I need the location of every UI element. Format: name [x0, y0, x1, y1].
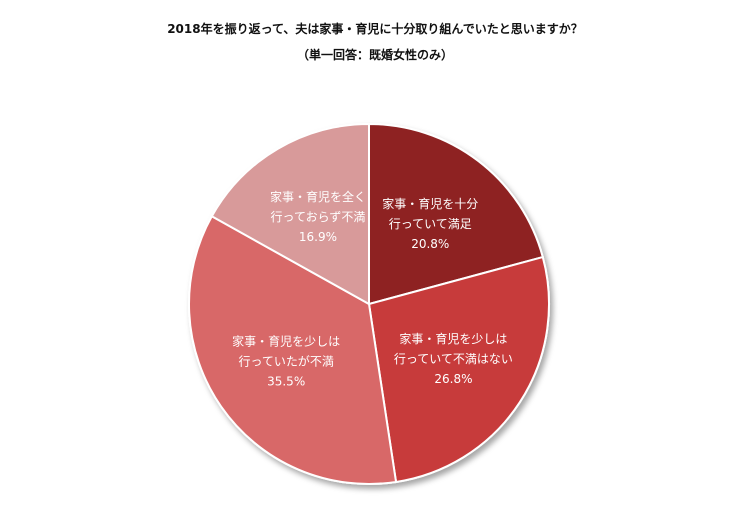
slice-category-label-4: 行っておらず不満: [271, 210, 366, 224]
slice-value-label-1: 20.8%: [411, 237, 449, 251]
slice-category-label-3: 行っていたが不満: [238, 353, 333, 368]
pie-slice-3: [188, 214, 398, 485]
slice-category-label-4: 家事・育児を全く: [270, 189, 366, 204]
slice-category-label-1: 家事・育児を十分: [382, 196, 478, 211]
slice-value-label-3: 35.5%: [267, 374, 305, 388]
pie-slice-4: [210, 122, 370, 306]
chart-subtitle: （単一回答：既婚女性のみ）: [296, 48, 453, 62]
slice-value-label-2: 26.8%: [434, 372, 472, 386]
slice-value-label-4: 16.9%: [299, 230, 337, 244]
slice-category-label-2: 家事・育児を少しは: [399, 331, 507, 346]
slice-category-label-2: 行っていて不満はない: [394, 352, 513, 366]
chart-title: 2018年を振り返って、夫は家事・育児に十分取り組んでいたと思いますか？: [167, 22, 583, 36]
pie-slice-2: [367, 255, 550, 484]
pie-slice-1: [368, 122, 544, 306]
slice-category-label-3: 家事・育児を少しは: [232, 333, 340, 348]
slice-category-label-1: 行っていて満足: [389, 217, 472, 231]
